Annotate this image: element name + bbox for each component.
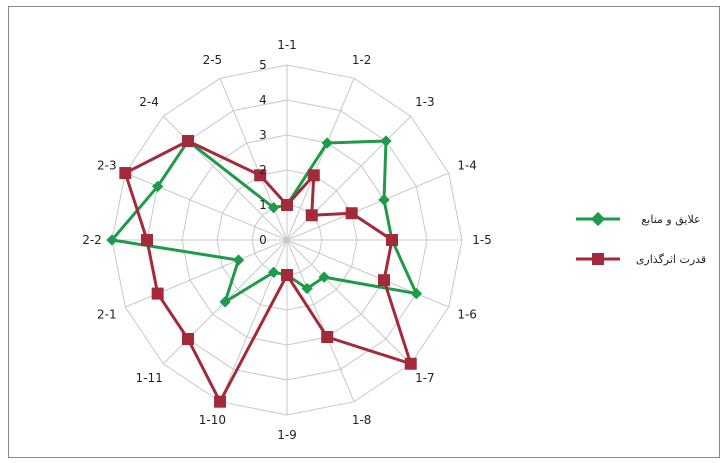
- category-label: 1-7: [415, 371, 435, 385]
- data-point-square: [404, 357, 417, 370]
- legend-label-series-1: علایق و منابع: [641, 213, 700, 227]
- data-point-square: [345, 207, 358, 220]
- series-layer: [106, 135, 422, 408]
- data-point-diamond: [318, 271, 330, 283]
- grid-spoke: [286, 78, 355, 241]
- legend-label-series-2: قدرت اثرگذاری: [636, 253, 706, 266]
- data-point-square: [151, 287, 164, 300]
- axis-tick-label: 3: [259, 128, 267, 142]
- grid-spoke: [286, 239, 449, 308]
- data-point-square: [182, 332, 195, 345]
- category-label: 1-6: [457, 308, 477, 322]
- grid-spoke: [125, 172, 288, 241]
- grid-spoke: [162, 115, 288, 241]
- data-point-diamond: [301, 282, 313, 295]
- label-layer: 0 1 2 3 4 5 1-1 1-2 1-3 1-4 1-5 1-6 1-7 1-8 1-9 1-10 1-1…: [82, 38, 492, 442]
- data-point-square: [281, 199, 293, 211]
- category-label: 2-3: [97, 158, 117, 172]
- data-point-diamond: [267, 266, 280, 278]
- category-label: 1-11: [135, 371, 162, 385]
- data-point-square: [305, 209, 318, 222]
- data-point-diamond: [219, 296, 231, 308]
- category-label: 1-8: [352, 413, 372, 427]
- data-point-square: [378, 274, 391, 287]
- radar-chart: 0 1 2 3 4 5 1-1 1-2 1-3 1-4 1-5 1-6 1-7 1-8 1-9 1-10 1-1…: [82, 38, 706, 442]
- grid-spoke: [286, 239, 355, 402]
- chart-frame: 0 1 2 3 4 5 1-1 1-2 1-3 1-4 1-5 1-6 1-7 1-8 1-9 1-10 1-1…: [8, 6, 720, 458]
- category-label: 2-5: [203, 53, 223, 67]
- axis-tick-label: 1: [259, 198, 267, 212]
- data-point-square: [307, 169, 320, 182]
- axis-tick-label: 5: [259, 58, 267, 72]
- grid-spoke: [219, 239, 288, 402]
- axis-tick-label: 2: [259, 163, 267, 177]
- data-point-diamond: [410, 287, 422, 300]
- data-point-diamond: [152, 180, 164, 193]
- category-label: 2-4: [139, 95, 159, 109]
- legend: علایق و منابع قدرت اثرگذاری: [576, 211, 706, 266]
- grid-spoke: [286, 172, 449, 241]
- category-label: 2-2: [82, 233, 102, 247]
- data-point-diamond: [267, 202, 280, 214]
- category-label: 1-1: [277, 38, 297, 52]
- category-label: 1-9: [277, 428, 297, 442]
- axis-tick-label: 4: [259, 93, 267, 107]
- data-point-square: [321, 331, 334, 344]
- data-point-diamond: [380, 135, 392, 147]
- axis-tick-label: 0: [259, 233, 267, 247]
- series-line-2: [123, 139, 413, 404]
- data-point-diamond: [321, 137, 333, 149]
- data-point-square: [214, 395, 227, 408]
- data-point-square: [254, 169, 267, 182]
- category-label: 2-1: [97, 308, 117, 322]
- grid-spoke: [286, 239, 412, 365]
- category-label: 1-3: [415, 95, 435, 109]
- legend-item-series-1: علایق و منابع: [576, 211, 701, 227]
- data-point-square: [386, 234, 398, 246]
- data-point-diamond: [378, 194, 390, 206]
- legend-item-series-2: قدرت اثرگذاری: [576, 253, 706, 266]
- grid-spoke: [219, 78, 288, 241]
- data-point-square: [119, 167, 132, 180]
- category-label: 1-4: [457, 158, 477, 172]
- data-point-diamond: [232, 254, 245, 266]
- data-point-square: [141, 234, 153, 246]
- category-label: 1-2: [352, 53, 372, 67]
- category-label: 1-10: [199, 413, 226, 427]
- data-point-square: [182, 135, 195, 148]
- data-point-square: [281, 269, 293, 281]
- category-label: 1-5: [472, 233, 492, 247]
